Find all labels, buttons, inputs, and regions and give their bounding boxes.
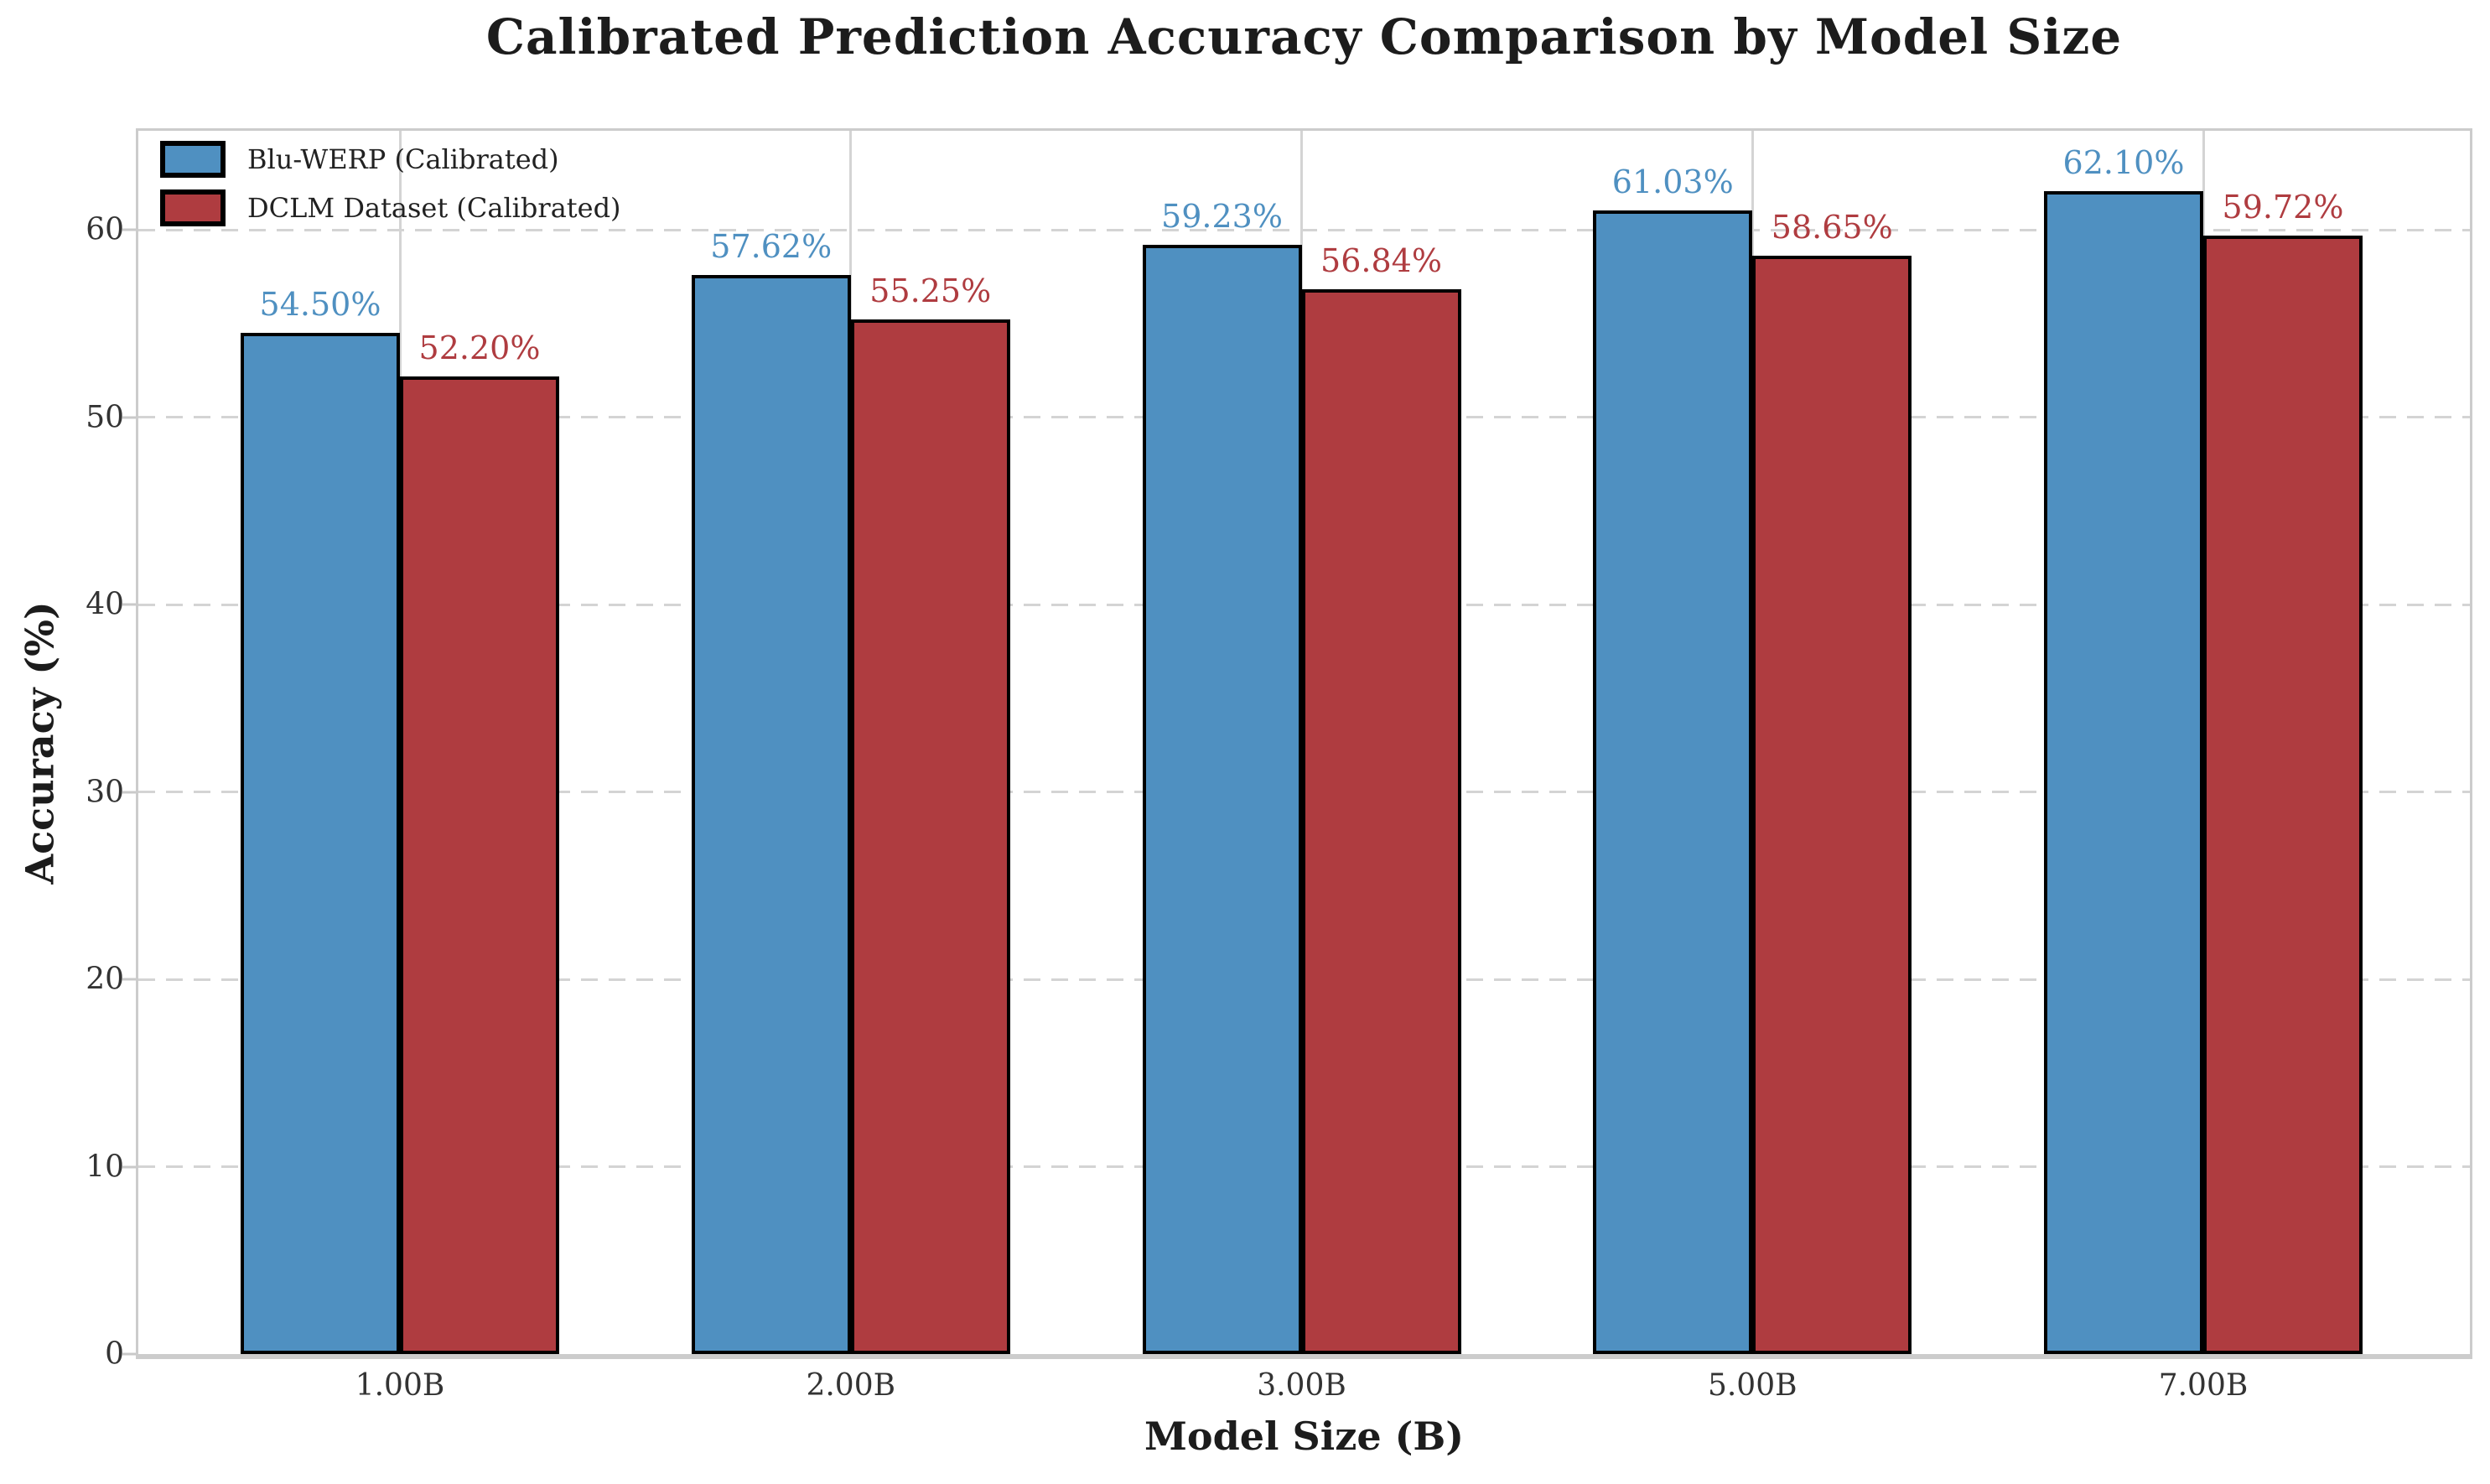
y-tick-mark — [122, 1165, 136, 1169]
y-tick-label: 20 — [86, 962, 124, 997]
legend-item-dclm: DCLM Dataset (Calibrated) — [160, 189, 621, 226]
legend-swatch-dclm — [160, 189, 226, 226]
plot-area: Blu-WERP (Calibrated) DCLM Dataset (Cali… — [136, 128, 2472, 1359]
bar-dclm-1.00B — [400, 376, 559, 1354]
bar-value-label: 56.84% — [1320, 242, 1442, 280]
y-axis-label: Accuracy (%) — [18, 600, 63, 885]
bar-blu-werp-1.00B — [241, 333, 400, 1354]
bar-value-label: 62.10% — [2062, 143, 2185, 181]
x-tick-label: 1.00B — [355, 1368, 445, 1403]
x-tick-label: 3.00B — [1257, 1368, 1346, 1403]
bar-dclm-2.00B — [850, 319, 1010, 1354]
gridline-horizontal — [138, 228, 2470, 231]
y-tick-mark — [122, 416, 136, 419]
bar-dclm-5.00B — [1752, 255, 1912, 1354]
bar-blu-werp-5.00B — [1593, 210, 1753, 1354]
x-tick-label: 5.00B — [1707, 1368, 1797, 1403]
y-tick-label: 40 — [86, 587, 124, 622]
bar-blu-werp-3.00B — [1142, 244, 1302, 1354]
bar-dclm-3.00B — [1301, 289, 1461, 1354]
y-tick-mark — [122, 978, 136, 981]
y-tick-label: 30 — [86, 775, 124, 810]
legend-item-blu-werp: Blu-WERP (Calibrated) — [160, 141, 621, 178]
legend-label-blu-werp: Blu-WERP (Calibrated) — [247, 143, 559, 175]
y-tick-mark — [122, 228, 136, 231]
x-tick-label: 2.00B — [806, 1368, 896, 1403]
bar-value-label: 58.65% — [1771, 208, 1893, 246]
bar-value-label: 52.20% — [418, 329, 541, 366]
bar-value-label: 61.03% — [1611, 163, 1734, 201]
y-tick-label: 10 — [86, 1149, 124, 1185]
bar-value-label: 59.72% — [2222, 188, 2344, 226]
bar-blu-werp-2.00B — [691, 274, 851, 1354]
bar-blu-werp-7.00B — [2044, 190, 2203, 1354]
bar-value-label: 59.23% — [1161, 197, 1283, 235]
legend-swatch-blu-werp — [160, 141, 226, 178]
bar-value-label: 57.62% — [710, 227, 833, 265]
legend: Blu-WERP (Calibrated) DCLM Dataset (Cali… — [160, 141, 621, 226]
bar-value-label: 54.50% — [259, 286, 381, 324]
y-tick-mark — [122, 603, 136, 606]
x-tick-label: 7.00B — [2158, 1368, 2249, 1403]
bar-dclm-7.00B — [2203, 235, 2363, 1354]
y-tick-label: 0 — [105, 1336, 124, 1372]
bar-value-label: 55.25% — [869, 272, 992, 309]
y-tick-label: 60 — [86, 212, 124, 247]
chart-title: Calibrated Prediction Accuracy Compariso… — [485, 8, 2123, 65]
y-tick-mark — [122, 1352, 136, 1356]
y-tick-label: 50 — [86, 400, 124, 435]
legend-label-dclm: DCLM Dataset (Calibrated) — [247, 192, 621, 224]
x-axis-label: Model Size (B) — [1144, 1414, 1465, 1459]
y-tick-mark — [122, 791, 136, 794]
